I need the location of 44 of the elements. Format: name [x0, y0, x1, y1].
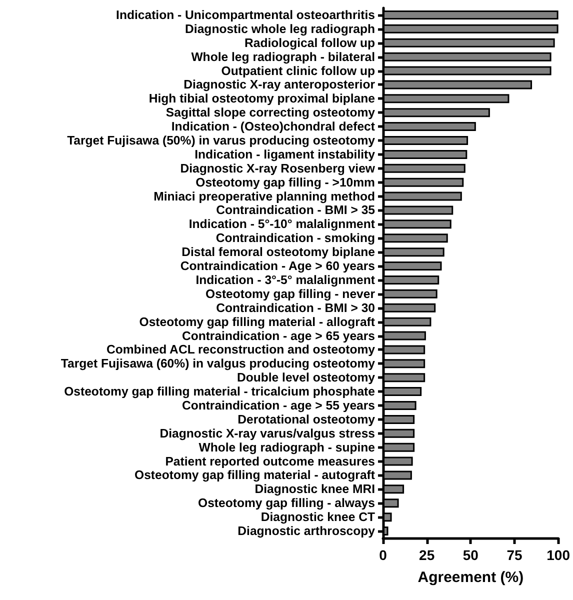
y-tick-label: Osteotomy gap filling material - allograft [139, 314, 375, 329]
y-tick-label: High tibial osteotomy proximal biplane [148, 92, 376, 106]
y-tick-label: Indication - 5°-10° malalignment [188, 217, 375, 232]
x-tick-label: 25 [419, 547, 435, 563]
y-tick-label: Sagittal slope correcting osteotomy [166, 106, 376, 120]
y-tick-label: Contraindication - smoking [216, 231, 375, 246]
y-tick-label: Outpatient clinic follow up [221, 64, 375, 78]
y-tick-label: Contraindication - Age > 60 years [180, 259, 376, 274]
y-tick-label: Contraindication - BMI > 30 [216, 300, 376, 315]
y-tick-label: Diagnostic knee MRI [254, 482, 375, 496]
y-tick-label: Radiological follow up [244, 36, 375, 50]
y-tick-label: Contraindication - age > 55 years [182, 398, 376, 412]
y-tick-label: Contraindication - BMI > 35 [216, 203, 376, 218]
y-tick-label: Diagnostic X-ray Rosenberg view [180, 161, 376, 176]
x-tick-label: 100 [546, 547, 570, 563]
x-axis-title: Agreement (%) [418, 569, 524, 586]
y-tick-label: Combined ACL reconstruction and osteotomy [106, 342, 376, 357]
y-tick-label: Diagnostic X-ray varus/valgus stress [160, 426, 376, 440]
x-tick-label: 0 [379, 547, 388, 563]
y-tick-label: Osteotomy gap filling - >10mm [196, 175, 376, 190]
x-tick-label: 75 [506, 547, 522, 563]
y-tick-label: Target Fujisawa (50%) in varus producing osteotomy [67, 134, 376, 148]
y-tick-label: Indication - 3°-5° malalignment [196, 272, 375, 287]
y-tick-label: Diagnostic arthroscopy [238, 524, 376, 538]
y-tick-label: Osteotomy gap filling material - autograft [134, 468, 375, 482]
y-tick-label: Contraindication - age > 65 years [182, 328, 376, 343]
y-tick-label: Derotational osteotomy [238, 412, 376, 426]
y-tick-label: Whole leg radiograph - bilateral [191, 50, 375, 64]
y-tick-label: Miniaci preoperative planning method [154, 189, 375, 204]
y-tick-label: Distal femoral osteotomy biplane [182, 245, 376, 260]
y-tick-label: Indication - (Osteo)chondral defect [171, 120, 375, 134]
y-tick-label: Osteotomy gap filling - always [198, 496, 376, 510]
y-tick-label: Indication - Unicompartmental osteoarthritis [116, 8, 376, 22]
y-tick-label: Target Fujisawa (60%) in valgus producing osteotomy [60, 356, 376, 371]
y-tick-label: Osteotomy gap filling - never [206, 286, 376, 301]
y-tick-label: Whole leg radiograph - supine [198, 440, 376, 454]
y-tick-label: Diagnostic knee CT [260, 510, 376, 524]
y-tick-label: Indication - ligament instability [194, 147, 376, 162]
y-tick-label: Diagnostic X-ray anteroposterior [184, 78, 376, 92]
x-tick-label: 50 [462, 547, 479, 563]
y-tick-label: Osteotomy gap filling material - tricalcium phosphate [64, 384, 376, 399]
y-tick-label: Diagnostic whole leg radiograph [185, 22, 375, 36]
y-tick-label: Double level osteotomy [236, 370, 376, 385]
y-tick-label: Patient reported outcome measures [165, 454, 376, 468]
